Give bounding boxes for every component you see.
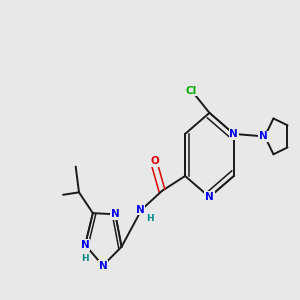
Text: N: N [81, 240, 89, 250]
Text: N: N [136, 205, 144, 215]
Text: H: H [81, 254, 89, 263]
Text: N: N [111, 209, 120, 219]
Text: N: N [259, 131, 268, 141]
Text: N: N [205, 192, 214, 202]
Text: N: N [230, 129, 238, 139]
Text: H: H [146, 214, 154, 223]
Text: N: N [98, 261, 107, 271]
Text: Cl: Cl [186, 85, 197, 96]
Text: O: O [150, 156, 159, 166]
